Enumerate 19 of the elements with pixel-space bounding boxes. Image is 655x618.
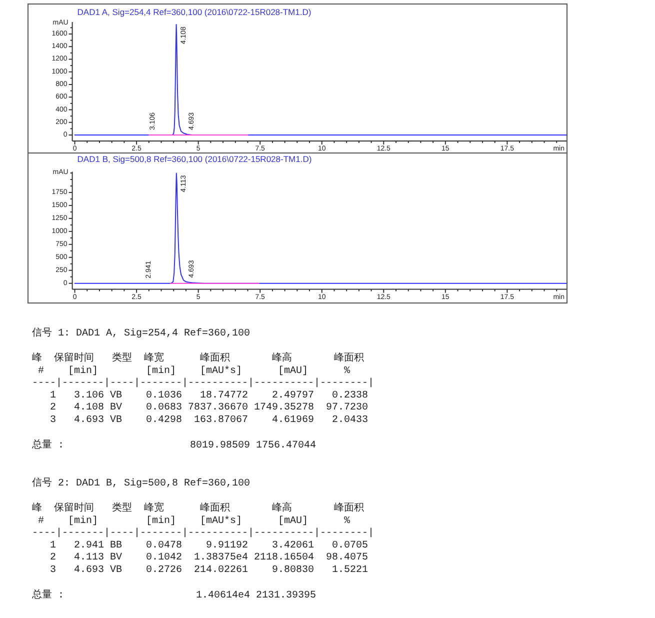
- text: 总量 : 8019.98509 1756.47044: [31, 438, 316, 452]
- text: 3 4.693 VB 0.2726 214.02261 9.80830 1.5221: [32, 565, 368, 576]
- text: 峰 保留时间 类型 峰宽 峰面积 峰高 峰面积: [32, 352, 364, 364]
- text: 总量 : 1.40614e4 2131.39395: [31, 588, 316, 602]
- text: # [min] [min] [mAU*s] [mAU] %: [32, 364, 350, 377]
- text: ----|-------|----|-------|----------|----------|--------|: [32, 377, 374, 390]
- text: 1 3.106 VB 0.1036 18.74772 2.49797 0.2338: [32, 390, 368, 402]
- text: 1 2.941 BB 0.0478 9.91192 3.42061 0.0705: [32, 540, 368, 552]
- chart-title: DAD1 A, Sig=254,4 Ref=360,100 (2016\0722-15R028-TM1.D): [77, 7, 312, 17]
- chart-title: DAD1 B, Sig=500,8 Ref=360,100 (2016\0722-15R028-TM1.D): [77, 154, 312, 164]
- text: ----|-------|----|-------|----------|----------|--------|: [32, 527, 374, 540]
- text: 峰 保留时间 类型 峰宽 峰面积 峰高 峰面积: [32, 502, 364, 514]
- line-series: [74, 172, 567, 284]
- text: 2 4.108 BV 0.0683 7837.36670 1749.35278 97.7230: [32, 402, 368, 414]
- text: 3 4.693 VB 0.4298 163.87067 4.61969 2.0433: [32, 415, 368, 426]
- text: 2 4.113 BV 0.1042 1.38375e4 2118.16504 98.4075: [32, 552, 368, 564]
- text: 信号 2: DAD1 B, Sig=500,8 Ref=360,100: [32, 476, 250, 490]
- text: # [min] [min] [mAU*s] [mAU] %: [32, 514, 350, 527]
- text: 信号 1: DAD1 A, Sig=254,4 Ref=360,100: [32, 326, 250, 340]
